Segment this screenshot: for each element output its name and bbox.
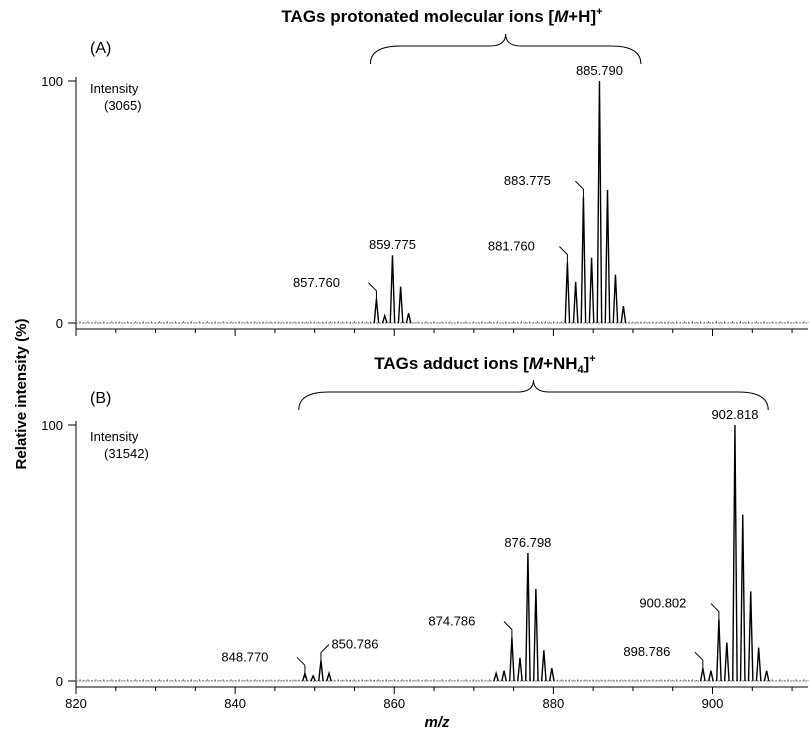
panel-b-title: TAGs adduct ions [M+NH4]+ [374, 353, 595, 376]
panel-b-peak [708, 670, 714, 682]
panel-b-peak [739, 514, 746, 682]
panel-b-peak-label: 900.802 [639, 596, 686, 611]
panel-b-peak-label: 876.798 [504, 535, 551, 550]
panel-b-xtick-label: 900 [702, 696, 724, 711]
panel-a-peak-label: 885.790 [576, 63, 623, 78]
panel-a-peak-leader [368, 282, 377, 303]
panel-a-intensity-label: Intensity [90, 81, 139, 96]
panel-a-title: TAGs protonated molecular ions [M+H]+ [281, 6, 602, 26]
panel-b-peak [548, 668, 555, 682]
panel-a-peak [604, 189, 611, 324]
panel-b-peak [747, 591, 754, 682]
panel-a-peak [389, 255, 396, 324]
panel-a-peak [596, 80, 603, 324]
panel-b-xtick-label: 880 [543, 696, 565, 711]
panel-a-peak [620, 305, 627, 324]
panel-b-peak [763, 670, 770, 682]
panel-a-intensity-value: (3065) [104, 98, 142, 113]
panel-a: TAGs protonated molecular ions [M+H]+ (A… [41, 6, 809, 336]
panel-b-peak-label: 898.786 [623, 644, 670, 659]
panel-a-ytick-0: 0 [56, 316, 63, 331]
panel-a-peak [572, 281, 579, 324]
panel-a-marks: 857.760 859.775 881.760 883.775 885.790 [68, 33, 809, 336]
panel-b-xtick-label: 860 [383, 696, 405, 711]
panel-b-peak [532, 588, 539, 682]
panel-a-peak-label: 859.775 [369, 237, 416, 252]
panel-a-peak [405, 313, 412, 324]
panel-b-peak [493, 670, 499, 682]
panel-b-peak-label: 850.786 [331, 637, 378, 652]
panel-a-bracket [369, 33, 642, 65]
panel-a-label: (A) [90, 40, 111, 57]
panel-b-peak [755, 647, 762, 682]
panel-a-peak [564, 262, 571, 324]
panel-a-peak-leader [559, 246, 568, 267]
panel-b-xtick-label: 820 [65, 696, 87, 711]
panel-a-peak-label: 857.760 [293, 275, 340, 290]
panel-b-peak-leader [503, 621, 513, 642]
panel-b-intensity-label: Intensity [90, 429, 139, 444]
panel-a-peak [612, 274, 619, 324]
panel-a-ytick-100: 100 [41, 74, 63, 89]
panel-b-peak [716, 619, 722, 682]
panel-b-peak [723, 642, 730, 682]
panel-b-ytick-100: 100 [41, 418, 63, 433]
panel-b-marks: 820 840 860 880 900 848.770 850.786 874.786 876.… [65, 379, 809, 711]
panel-b-peak [326, 670, 332, 682]
panel-b: TAGs adduct ions [M+NH4]+ (B) Intensity … [41, 353, 809, 731]
panel-a-peak-label: 883.775 [504, 173, 551, 188]
panel-b-peak-label: 902.818 [711, 407, 758, 422]
y-axis-label: Relative intensity (%) [13, 319, 30, 470]
panel-b-peak-leader [296, 656, 306, 678]
panel-b-peak [509, 637, 515, 682]
panel-b-peak-label: 874.786 [428, 613, 475, 628]
panel-b-peak [310, 674, 316, 682]
panel-b-peak-leader [320, 644, 330, 665]
panel-a-peak [580, 197, 587, 324]
panel-b-intensity-value: (31542) [104, 446, 149, 461]
panel-a-peak-label: 881.760 [488, 239, 535, 254]
panel-a-peak [397, 286, 404, 324]
panel-b-peak [732, 424, 738, 682]
panel-b-peak [501, 670, 507, 682]
panel-b-label: (B) [90, 390, 111, 407]
panel-b-peak [525, 552, 531, 682]
panel-b-bracket [298, 379, 769, 411]
panel-b-ytick-0: 0 [56, 674, 63, 689]
panel-b-peak [540, 650, 547, 682]
panel-b-peak-leader [694, 651, 704, 673]
panel-b-peak [517, 657, 523, 682]
panel-a-peak [381, 313, 388, 324]
panel-a-peak-leader [575, 180, 584, 202]
panel-b-xtick-label: 840 [224, 696, 246, 711]
panel-a-peak [588, 257, 595, 324]
x-axis-label: m/z [424, 714, 450, 731]
panel-b-peak-label: 848.770 [221, 649, 268, 664]
panel-b-peak-leader [710, 603, 720, 624]
